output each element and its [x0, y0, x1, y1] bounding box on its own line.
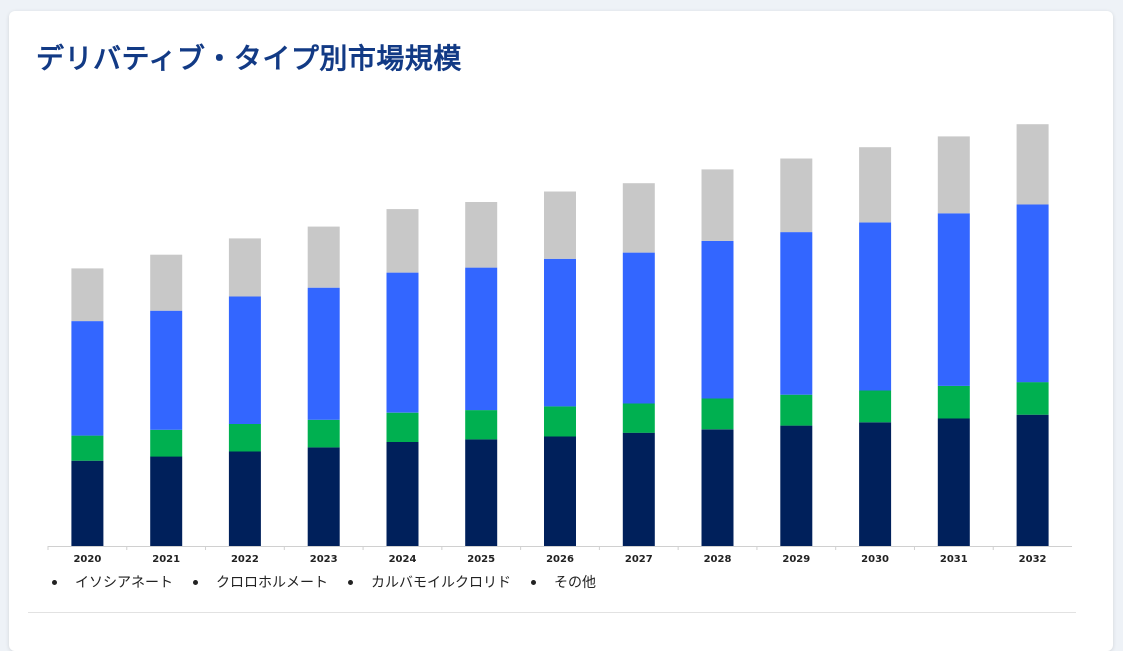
bar-segment-2023-1	[307, 419, 340, 448]
bar-segment-2027-3	[622, 183, 655, 253]
legend-label: その他	[554, 575, 596, 591]
legend-item: イソシアネート	[52, 572, 173, 592]
bar-segment-2023-0	[307, 447, 340, 546]
bar-segment-2029-3	[780, 158, 813, 233]
bar-segment-2032-1	[1016, 382, 1049, 415]
x-tick-label: 2029	[782, 554, 810, 565]
bar-segment-2029-1	[780, 394, 813, 426]
x-tick-label: 2025	[467, 554, 495, 565]
bar-segment-2022-1	[228, 423, 261, 452]
x-tick-label: 2026	[546, 554, 574, 565]
bar-segment-2031-2	[937, 213, 970, 386]
bar-segment-2021-3	[150, 254, 183, 311]
bar-segment-2030-2	[859, 222, 892, 391]
bar-segment-2021-0	[150, 456, 183, 546]
legend-label: イソシアネート	[75, 575, 173, 591]
bar-segment-2030-0	[859, 422, 892, 546]
x-tick-label: 2030	[861, 554, 889, 565]
bar-segment-2021-2	[150, 310, 183, 430]
bar-segment-2025-1	[465, 410, 498, 440]
bar-segment-2032-3	[1016, 124, 1049, 205]
legend: イソシアネート クロロホルメート カルバモイルクロリド その他	[52, 572, 616, 592]
x-tick-label: 2022	[231, 554, 259, 565]
bar-segment-2026-3	[544, 191, 576, 259]
bullet-icon	[52, 579, 57, 585]
bar-segment-2028-2	[701, 240, 734, 399]
bar-segment-2028-1	[701, 398, 734, 430]
bar-segment-2028-3	[701, 169, 734, 241]
bar-segment-2020-0	[71, 460, 104, 546]
legend-label: クロロホルメート	[216, 575, 328, 591]
bar-segment-2020-2	[71, 321, 104, 436]
bar-segment-2026-1	[544, 406, 576, 437]
bullet-icon	[348, 579, 353, 585]
bar-segment-2031-0	[937, 418, 970, 546]
x-tick-label: 2028	[704, 554, 732, 565]
bar-segment-2024-0	[386, 441, 419, 546]
legend-item: その他	[531, 572, 596, 592]
bar-segment-2026-0	[544, 436, 576, 546]
bullet-icon	[193, 579, 198, 585]
bar-segment-2024-1	[386, 412, 419, 442]
legend-item: クロロホルメート	[193, 572, 328, 592]
x-tick-label: 2023	[310, 554, 338, 565]
x-tick-label: 2020	[73, 554, 101, 565]
bar-segment-2028-0	[701, 429, 734, 546]
bar-segment-2023-2	[307, 287, 340, 420]
x-tick-label: 2027	[625, 554, 653, 565]
bar-segment-2021-1	[150, 429, 183, 457]
bar-segment-2029-0	[780, 425, 813, 546]
x-tick-label: 2032	[1019, 554, 1047, 565]
x-tick-label: 2031	[940, 554, 968, 565]
bar-segment-2031-1	[937, 385, 970, 419]
chart-title: デリバティブ・タイプ別市場規模	[36, 42, 462, 75]
legend-item: カルバモイルクロリド	[348, 572, 511, 592]
bar-segment-2022-2	[228, 296, 261, 424]
bar-segment-2027-0	[622, 432, 655, 546]
stacked-bar-chart: 2020 2021 2022 2023 2024 2025 2026 2027 2028 2029…	[47, 124, 1072, 565]
bar-segment-2026-2	[544, 258, 576, 407]
legend-label: カルバモイルクロリド	[371, 575, 511, 591]
bar-segment-2020-1	[71, 435, 104, 461]
x-tick-label: 2021	[152, 554, 180, 565]
bar-segment-2025-2	[465, 267, 498, 411]
bar-segment-2022-0	[228, 451, 261, 546]
divider	[28, 612, 1076, 613]
bar-segment-2023-3	[307, 226, 340, 288]
bar-segment-2024-3	[386, 209, 419, 273]
bar-segment-2030-1	[859, 390, 892, 423]
bar-segment-2031-3	[937, 136, 970, 214]
bar-segment-2024-2	[386, 272, 419, 413]
bar-segment-2025-0	[465, 439, 498, 546]
bar-segment-2030-3	[859, 147, 892, 223]
bar-segment-2020-3	[71, 268, 104, 322]
bar-segment-2027-1	[622, 403, 655, 433]
bar-segment-2025-3	[465, 202, 498, 268]
bar-segment-2032-0	[1016, 414, 1049, 546]
bar-segment-2032-2	[1016, 204, 1049, 383]
x-tick-label: 2024	[389, 554, 417, 565]
bar-segment-2027-2	[622, 252, 655, 404]
bullet-icon	[531, 579, 536, 585]
bar-segment-2022-3	[228, 238, 261, 297]
bar-segment-2029-2	[780, 232, 813, 395]
